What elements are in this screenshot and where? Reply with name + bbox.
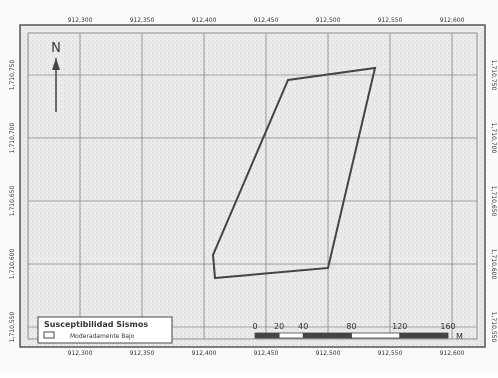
grid-label-left: 1,710,650 xyxy=(9,186,16,217)
grid-label-bottom: 912,300 xyxy=(68,350,93,357)
map-frame xyxy=(19,24,486,348)
grid-label-right: 1,710,550 xyxy=(490,312,497,343)
scale-label: 40 xyxy=(298,322,308,331)
scale-segment xyxy=(351,332,401,339)
grid-label-right: 1,710,600 xyxy=(490,249,497,280)
grid-label-top: 912,550 xyxy=(378,17,403,24)
scale-segment xyxy=(254,332,280,339)
grid-label-bottom: 912,550 xyxy=(378,350,403,357)
legend-swatch xyxy=(43,331,55,339)
grid-label-left: 1,710,700 xyxy=(9,123,16,154)
grid-label-left: 1,710,600 xyxy=(9,249,16,280)
grid-label-left: 1,710,750 xyxy=(9,60,16,91)
grid-label-left: 1,710,550 xyxy=(9,312,16,343)
north-arrow-head xyxy=(52,58,60,70)
legend-title: Susceptibilidad Sismos xyxy=(44,320,148,329)
grid-label-top: 912,350 xyxy=(130,17,155,24)
legend-box xyxy=(37,316,173,344)
grid-label-top: 912,300 xyxy=(68,17,93,24)
north-label: N xyxy=(51,41,61,56)
grid-label-bottom: 912,400 xyxy=(192,350,217,357)
grid-label-bottom: 912,450 xyxy=(254,350,279,357)
scale-label: 20 xyxy=(274,322,284,331)
study-area-polygon xyxy=(211,66,377,280)
legend-item: Moderadamente Bajo xyxy=(70,333,135,340)
scale-label: 120 xyxy=(392,322,407,331)
grid-label-bottom: 912,500 xyxy=(316,350,341,357)
scale-unit: M xyxy=(456,332,463,341)
inner-frame xyxy=(27,32,478,340)
north-arrow: N xyxy=(51,41,61,112)
scale-segment xyxy=(399,332,449,339)
grid-label-right: 1,710,750 xyxy=(490,60,497,91)
scale-label: 0 xyxy=(252,322,257,331)
grid-label-right: 1,710,650 xyxy=(490,186,497,217)
scale-label: 160 xyxy=(440,322,455,331)
grid-label-top: 912,600 xyxy=(440,17,465,24)
grid-label-top: 912,450 xyxy=(254,17,279,24)
scale-segment xyxy=(302,332,352,339)
scale-segment xyxy=(278,332,304,339)
grid-label-bottom: 912,600 xyxy=(440,350,465,357)
scale-label: 80 xyxy=(346,322,356,331)
grid-label-bottom: 912,350 xyxy=(130,350,155,357)
grid-label-top: 912,500 xyxy=(316,17,341,24)
grid-label-top: 912,400 xyxy=(192,17,217,24)
grid-label-right: 1,710,700 xyxy=(490,123,497,154)
grid-lines xyxy=(28,33,477,339)
